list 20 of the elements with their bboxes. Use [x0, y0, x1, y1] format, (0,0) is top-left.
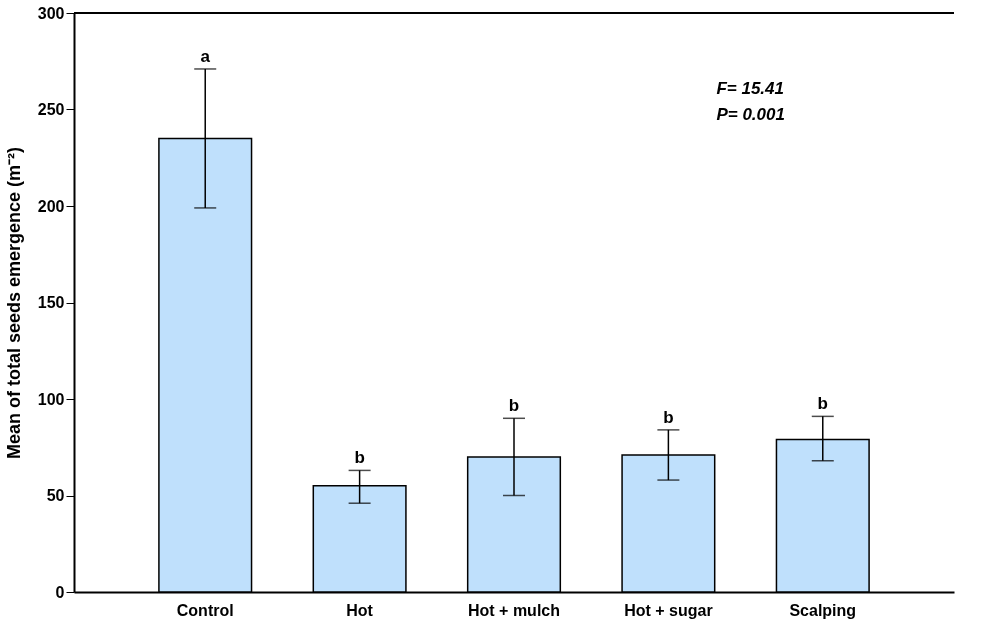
x-tick-label: Hot + mulch: [467, 601, 561, 619]
y-tick-label: 150: [37, 294, 65, 311]
y-tick-label: 100: [37, 390, 65, 408]
x-tick-label: Scalping: [789, 601, 857, 619]
annotation: b: [354, 448, 365, 468]
y-tick-label: 250: [37, 101, 65, 118]
y-tick-label: 200: [37, 197, 65, 215]
x-tick-label: Control: [176, 601, 234, 619]
annotation: b: [663, 407, 674, 427]
annotation: F= 15.41: [716, 79, 784, 98]
y-tick-label: 300: [37, 4, 65, 22]
annotation: b: [508, 396, 520, 416]
annotation: a: [200, 46, 211, 66]
annotation: P= 0.001: [716, 105, 785, 124]
y-axis-title: Mean of total seeds emergence (m⁻²): [3, 146, 24, 460]
x-tick-label: Hot: [346, 601, 374, 619]
y-tick-label: 50: [46, 487, 65, 504]
annotation: b: [817, 394, 828, 414]
x-tick-label: Hot + sugar: [624, 601, 713, 619]
y-tick-label: 0: [55, 583, 65, 601]
